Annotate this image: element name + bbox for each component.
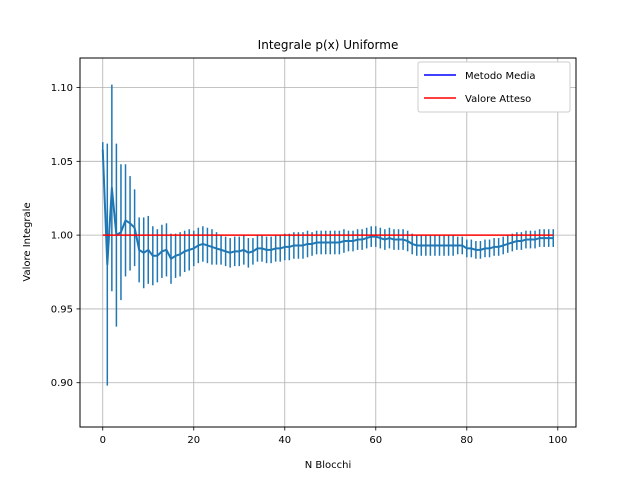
x-tick-label: 80 (460, 435, 473, 446)
y-tick-label: 1.05 (51, 157, 73, 168)
series-lines (101, 149, 554, 266)
y-axis-label: Valore Integrale (22, 202, 33, 281)
legend-label-valore-atteso: Valore Atteso (465, 94, 531, 105)
y-tick-label: 1.10 (51, 83, 73, 94)
chart-title: Integrale p(x) Uniforme (258, 38, 399, 52)
y-tick-label: 1.00 (51, 231, 73, 242)
legend: Metodo Media Valore Atteso (417, 61, 571, 113)
legend-label-metodo-media: Metodo Media (465, 71, 536, 82)
series-line-0 (101, 149, 554, 266)
x-tick-label: 100 (548, 435, 567, 446)
y-tick-label: 0.90 (51, 378, 73, 389)
ticks: 0 20 40 60 80 100 0.90 0.95 1.00 1.05 1.10 (51, 83, 568, 446)
y-tick-label: 0.95 (51, 304, 73, 315)
x-axis-label: N Blocchi (305, 460, 352, 471)
x-tick-label: 60 (369, 435, 382, 446)
plot-frame (79, 57, 577, 428)
x-tick-label: 20 (187, 435, 200, 446)
x-tick-label: 0 (100, 435, 106, 446)
x-tick-label: 40 (278, 435, 291, 446)
